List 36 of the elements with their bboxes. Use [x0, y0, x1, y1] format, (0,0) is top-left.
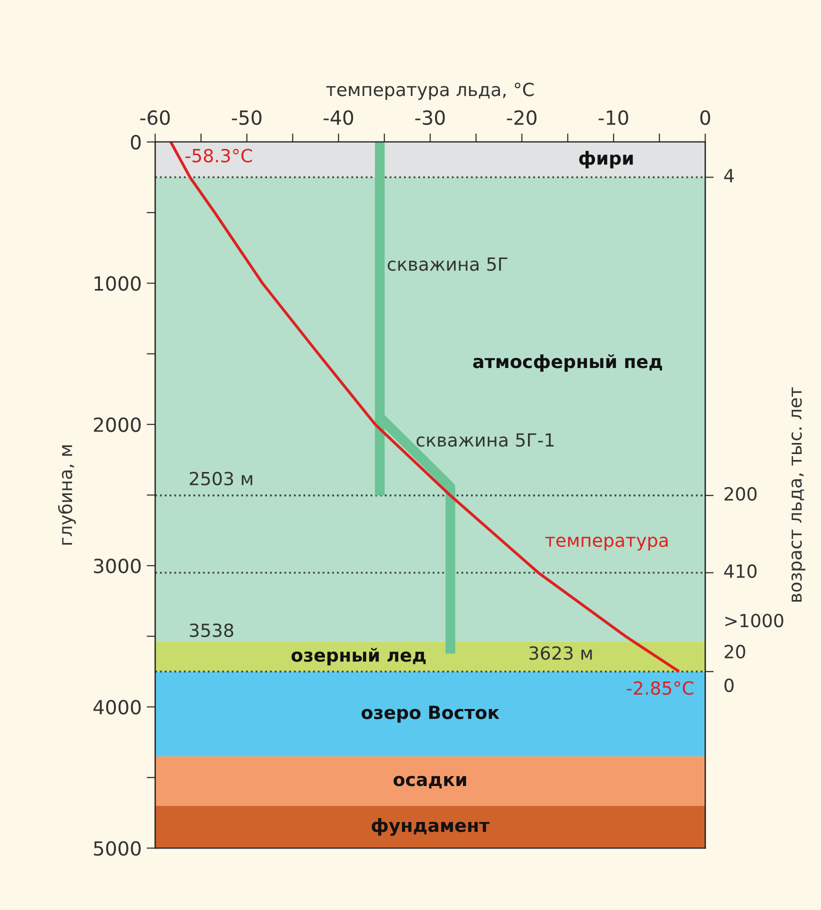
annotation: 3623 м	[529, 646, 592, 660]
band-label: осадки	[394, 776, 466, 789]
band-label: атмосферный пед	[473, 354, 662, 372]
y-tick-label: 2000	[94, 417, 141, 432]
annotation: 2503 м	[190, 472, 252, 486]
series-label: скважина 5Г-1	[416, 433, 554, 447]
y-tick-label: 4000	[93, 700, 141, 715]
series-label: температура	[545, 536, 668, 551]
x-tick-label: -50	[232, 110, 262, 125]
series-label: скважина 5Г	[388, 258, 508, 271]
annotation: 3538	[190, 624, 234, 638]
y-axis-title: глубина, м	[58, 445, 76, 545]
x-axis-title: температура льда, °C	[326, 82, 534, 100]
band-label: озерный лед	[292, 648, 426, 666]
y-tick-label: 0	[130, 134, 141, 150]
x-tick-label: -40	[324, 110, 354, 125]
text: >1000	[725, 614, 784, 628]
annotation: 410	[724, 564, 757, 578]
annotation: -2.85°C	[626, 681, 694, 695]
x-tick-label: -60	[140, 110, 170, 125]
y-tick-label: 5000	[94, 841, 141, 856]
x-tick-label: -30	[415, 110, 445, 125]
x-tick-label: -10	[598, 110, 628, 125]
band-label: фири	[579, 150, 633, 168]
x-tick-label: 0	[700, 110, 710, 125]
annotation: 0	[724, 678, 734, 692]
text: 20	[724, 644, 746, 658]
y-tick-label: 1000	[94, 276, 141, 291]
band-label: озеро Восток	[362, 706, 500, 723]
band-label: фундамент	[372, 818, 490, 836]
x-tick-label: -20	[506, 110, 536, 125]
y-tick-label: 3000	[94, 558, 141, 574]
annotation: 4	[724, 169, 734, 182]
annotation: -58.3°C	[186, 148, 252, 162]
annotation: 200	[724, 487, 757, 501]
y2-axis-title: возраст льда, тыс. лет	[791, 387, 806, 602]
